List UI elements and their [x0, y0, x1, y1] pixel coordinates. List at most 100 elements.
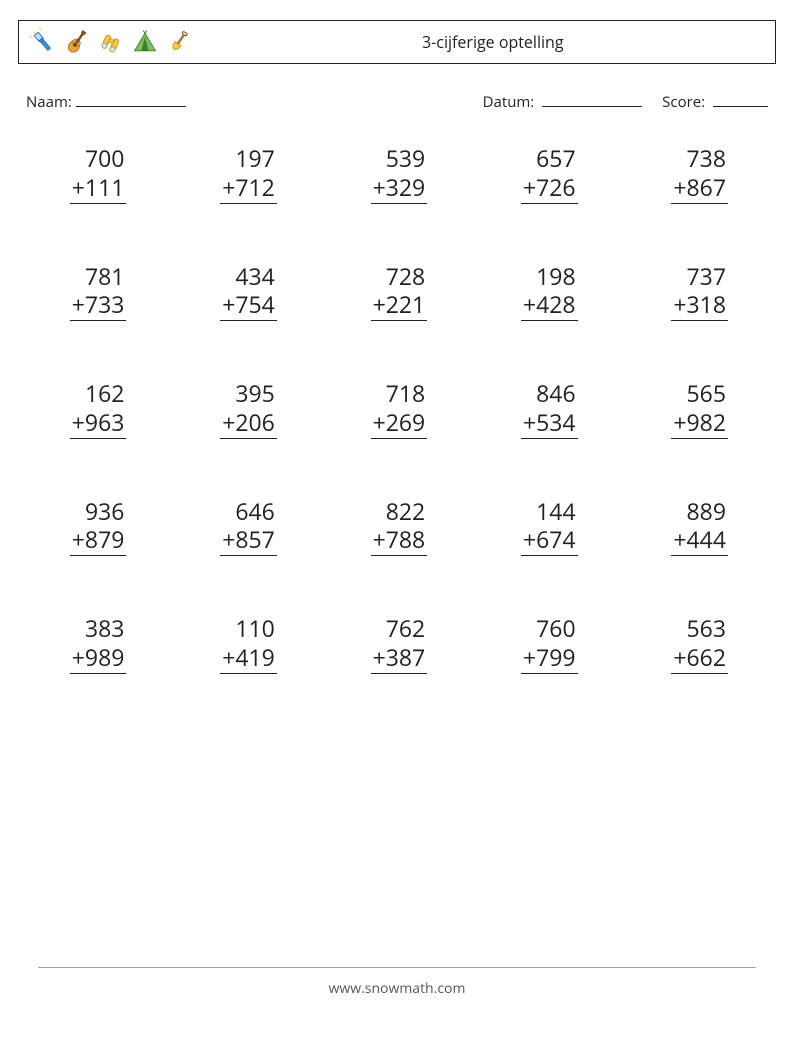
meta-date: Datum:: [483, 92, 643, 112]
score-label: Score:: [662, 92, 705, 112]
name-label: Naam:: [26, 92, 72, 112]
addend-bottom: +857: [220, 525, 277, 556]
addend-top: 738: [671, 144, 728, 173]
problem-stack: 657+726: [521, 144, 578, 204]
problem-stack: 738+867: [671, 144, 728, 204]
problem-stack: 889+444: [671, 497, 728, 557]
problem-stack: 822+788: [371, 497, 428, 557]
problem: 936+879: [26, 497, 166, 557]
addend-top: 762: [371, 614, 428, 643]
addend-bottom: +754: [220, 290, 277, 321]
problem: 889+444: [628, 497, 768, 557]
addend-top: 197: [220, 144, 277, 173]
problem: 539+329: [327, 144, 467, 204]
problem: 646+857: [176, 497, 316, 557]
addend-top: 936: [70, 497, 127, 526]
addend-top: 198: [521, 262, 578, 291]
problem: 762+387: [327, 614, 467, 674]
problem-stack: 737+318: [671, 262, 728, 322]
addend-bottom: +419: [220, 643, 277, 674]
addend-bottom: +387: [371, 643, 428, 674]
problem: 822+788: [327, 497, 467, 557]
problem-stack: 728+221: [371, 262, 428, 322]
problem-stack: 646+857: [220, 497, 277, 557]
addend-bottom: +989: [70, 643, 127, 674]
addend-bottom: +206: [220, 408, 277, 439]
problem-stack: 197+712: [220, 144, 277, 204]
addend-bottom: +963: [70, 408, 127, 439]
addend-top: 144: [521, 497, 578, 526]
addend-bottom: +712: [220, 173, 277, 204]
problem-stack: 395+206: [220, 379, 277, 439]
addend-top: 889: [671, 497, 728, 526]
addend-top: 700: [70, 144, 127, 173]
addend-top: 760: [521, 614, 578, 643]
addend-bottom: +982: [671, 408, 728, 439]
addend-top: 162: [70, 379, 127, 408]
problem-stack: 383+989: [70, 614, 127, 674]
header-icon-row: [29, 28, 193, 56]
problem-stack: 110+419: [220, 614, 277, 674]
problem: 434+754: [176, 262, 316, 322]
problem: 144+674: [477, 497, 617, 557]
problem: 846+534: [477, 379, 617, 439]
problem-stack: 563+662: [671, 614, 728, 674]
name-blank[interactable]: [76, 93, 186, 107]
addend-bottom: +726: [521, 173, 578, 204]
addend-bottom: +867: [671, 173, 728, 204]
problem: 760+799: [477, 614, 617, 674]
problem-stack: 144+674: [521, 497, 578, 557]
problem: 781+733: [26, 262, 166, 322]
problem-stack: 760+799: [521, 614, 578, 674]
shovel-icon: [165, 28, 193, 56]
meta-score: Score:: [662, 92, 768, 112]
worksheet-title: 3-cijferige optelling: [422, 31, 564, 53]
date-blank[interactable]: [542, 93, 642, 107]
addend-top: 563: [671, 614, 728, 643]
addend-bottom: +444: [671, 525, 728, 556]
problem: 700+111: [26, 144, 166, 204]
header-box: 3-cijferige optelling: [18, 20, 776, 64]
score-blank[interactable]: [713, 93, 768, 107]
guitar-icon: [63, 28, 91, 56]
problem-stack: 162+963: [70, 379, 127, 439]
problem: 197+712: [176, 144, 316, 204]
addend-top: 539: [371, 144, 428, 173]
addend-bottom: +662: [671, 643, 728, 674]
problem: 383+989: [26, 614, 166, 674]
problem-stack: 762+387: [371, 614, 428, 674]
addend-bottom: +534: [521, 408, 578, 439]
problems-grid: 700+111197+712539+329657+726738+867781+7…: [18, 112, 776, 674]
problem: 395+206: [176, 379, 316, 439]
addend-bottom: +221: [371, 290, 428, 321]
addend-bottom: +799: [521, 643, 578, 674]
addend-bottom: +318: [671, 290, 728, 321]
addend-top: 434: [220, 262, 277, 291]
problem-stack: 781+733: [70, 262, 127, 322]
meta-row: Naam: Datum: Score:: [18, 64, 776, 112]
addend-top: 646: [220, 497, 277, 526]
addend-bottom: +733: [70, 290, 127, 321]
addend-top: 737: [671, 262, 728, 291]
date-label: Datum:: [483, 92, 535, 112]
addend-bottom: +674: [521, 525, 578, 556]
binoculars-icon: [97, 28, 125, 56]
problem-stack: 198+428: [521, 262, 578, 322]
addend-bottom: +269: [371, 408, 428, 439]
meta-name: Naam:: [26, 92, 483, 112]
footer-text: www.snowmath.com: [0, 979, 794, 998]
addend-top: 110: [220, 614, 277, 643]
problem: 565+982: [628, 379, 768, 439]
problem-stack: 434+754: [220, 262, 277, 322]
problem: 738+867: [628, 144, 768, 204]
addend-top: 728: [371, 262, 428, 291]
addend-top: 718: [371, 379, 428, 408]
addend-bottom: +788: [371, 525, 428, 556]
addend-bottom: +428: [521, 290, 578, 321]
addend-top: 822: [371, 497, 428, 526]
problem-stack: 718+269: [371, 379, 428, 439]
addend-top: 781: [70, 262, 127, 291]
problem-stack: 565+982: [671, 379, 728, 439]
problem: 737+318: [628, 262, 768, 322]
problem-stack: 539+329: [371, 144, 428, 204]
